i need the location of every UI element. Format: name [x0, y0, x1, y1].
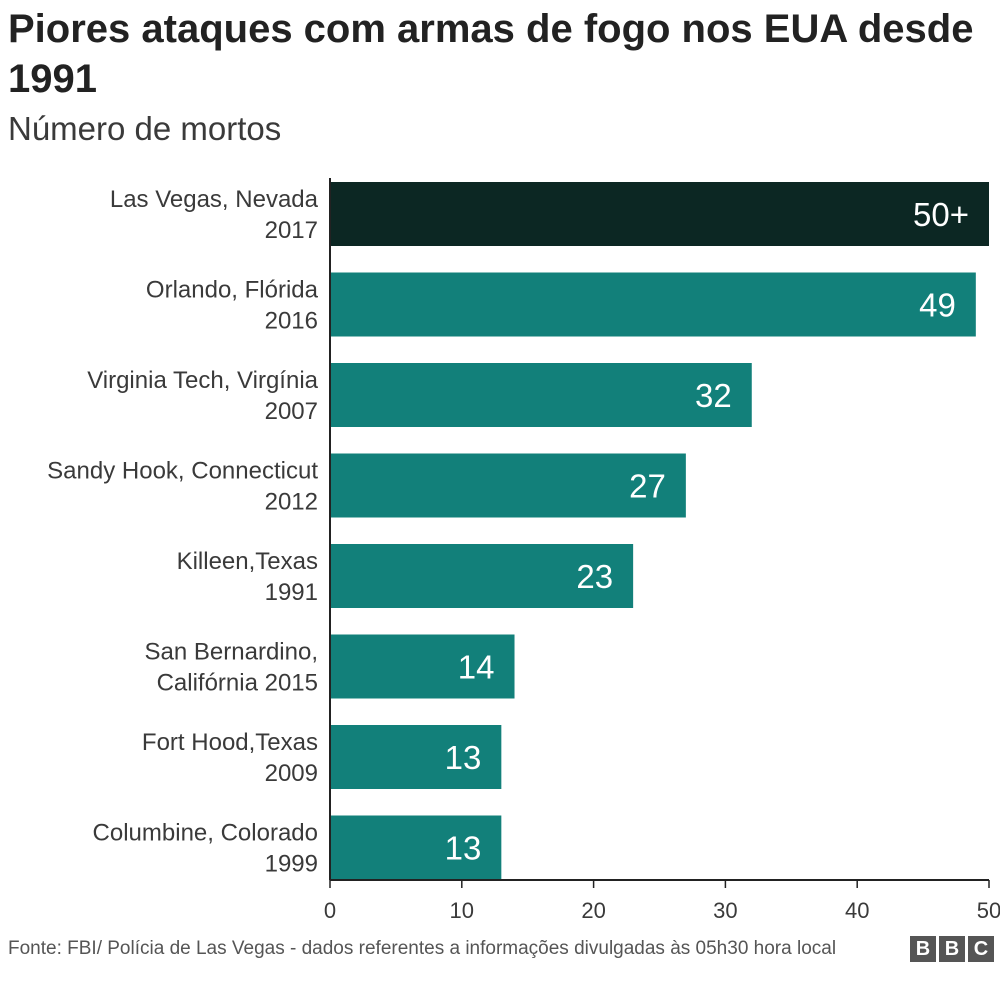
bbc-logo-letter-3: C: [968, 936, 994, 962]
category-label: Killeen,Texas: [177, 548, 318, 575]
x-tick-label: 50: [977, 898, 1000, 923]
category-label: 1999: [265, 851, 318, 878]
bar: [330, 815, 502, 880]
category-label: 2012: [265, 489, 318, 516]
bar: [330, 272, 976, 337]
x-tick-label: 0: [324, 898, 336, 923]
category-label: Fort Hood,Texas: [142, 729, 318, 756]
bar: [330, 182, 989, 246]
category-label: Orlando, Flórida: [146, 277, 319, 304]
category-label: Columbine, Colorado: [93, 820, 318, 847]
category-label: Califórnia 2015: [157, 670, 318, 697]
bar-value-label: 49: [919, 287, 956, 324]
category-label: 2017: [265, 217, 318, 244]
category-label: 1991: [265, 579, 318, 606]
x-tick-label: 40: [845, 898, 869, 923]
x-tick-label: 30: [713, 898, 737, 923]
x-tick-label: 20: [581, 898, 605, 923]
category-label: Sandy Hook, Connecticut: [47, 458, 318, 485]
bbc-logo-letter-2: B: [939, 936, 965, 962]
category-label: Virginia Tech, Virgínia: [87, 367, 318, 394]
bar-value-label: 23: [576, 558, 613, 595]
bar-value-label: 13: [445, 830, 482, 867]
bar-value-label: 50+: [913, 196, 969, 233]
bar-value-label: 13: [445, 739, 482, 776]
category-label: 2016: [265, 308, 318, 335]
bar-value-label: 14: [458, 649, 495, 686]
category-label: 2009: [265, 760, 318, 787]
bar: [330, 363, 752, 427]
category-label: San Bernardino,: [145, 639, 318, 666]
category-label: Las Vegas, Nevada: [110, 186, 319, 213]
bar-chart: 50+ Las Vegas, Nevada 2017 49 Orlando, Flóri…: [47, 178, 1000, 923]
bar-value-label: 32: [695, 377, 732, 414]
bar: [330, 544, 634, 608]
bar: [330, 634, 515, 699]
bar: [330, 453, 686, 518]
bbc-logo-letter-1: B: [910, 936, 936, 962]
x-tick-label: 10: [450, 898, 474, 923]
category-label: 2007: [265, 398, 318, 425]
bbc-logo: B B C: [910, 936, 994, 962]
bar-value-label: 27: [629, 468, 666, 505]
bar: [330, 725, 502, 789]
chart-subtitle: Número de mortos: [8, 110, 282, 147]
chart-title: Piores ataques com armas de fogo nos EUA…: [8, 7, 974, 101]
source-note: Fonte: FBI/ Polícia de Las Vegas - dados…: [8, 938, 837, 959]
